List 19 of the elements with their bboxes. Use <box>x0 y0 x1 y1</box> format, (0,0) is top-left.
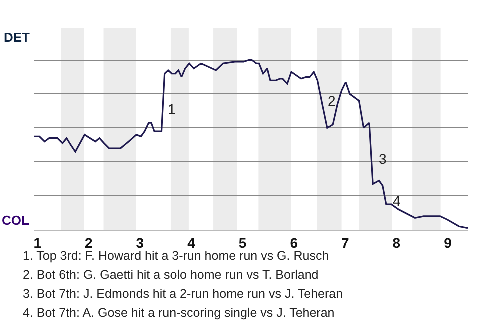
x-tick-label: 1 <box>34 234 42 251</box>
text: 1. Top 3rd: F. Howard hit a 3-run home run vs G. Rusch <box>23 249 330 263</box>
text: COL <box>2 213 30 228</box>
x-tick-label: 7 <box>341 234 350 251</box>
text: 3. Bot 7th: J. Edmonds hit a 2-run home run vs J. Teheran <box>23 287 344 301</box>
text: 2. Bot 6th: G. Gaetti hit a solo home run vs T. Borland <box>23 268 319 282</box>
annotation: 1 <box>168 101 176 117</box>
text: DET <box>4 30 30 45</box>
x-tick-label: 9 <box>444 234 452 251</box>
x-tick-label: 5 <box>238 234 247 251</box>
x-tick-label: 6 <box>290 234 298 251</box>
annotation: 3 <box>379 151 387 167</box>
x-tick-label: 3 <box>136 234 144 251</box>
annotation: 4 <box>393 193 401 209</box>
x-tick-label: 4 <box>188 234 196 251</box>
text: 4. Bot 7th: A. Gose hit a run-scoring single vs J. Teheran <box>23 306 335 320</box>
x-tick-label: 2 <box>84 234 93 251</box>
annotation: 2 <box>328 93 336 109</box>
x-tick-label: 8 <box>392 234 401 251</box>
